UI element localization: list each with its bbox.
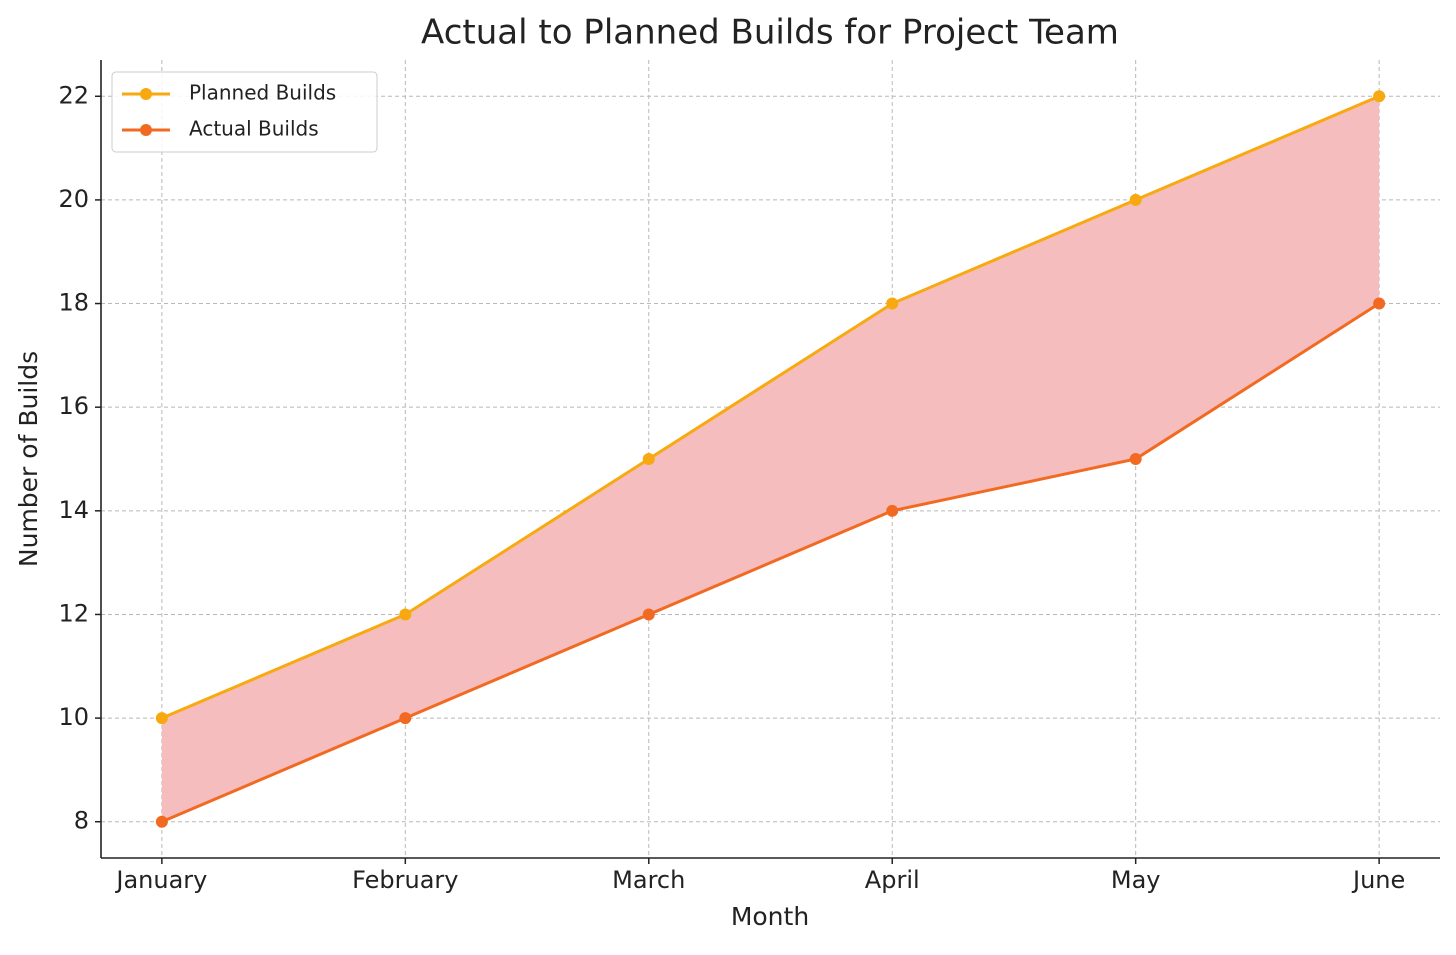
point: [155, 815, 168, 828]
series-line: [161, 302, 1380, 824]
y-tick-label: 8: [74, 807, 89, 835]
legend-marker: [140, 124, 152, 136]
legend-marker: [140, 88, 152, 100]
point: [399, 712, 412, 725]
point: [399, 608, 412, 621]
x-tick-label: May: [1111, 866, 1161, 894]
y-axis-label: Number of Builds: [14, 351, 43, 567]
legend-label: Planned Builds: [189, 81, 336, 105]
y-tick-label: 10: [58, 703, 89, 731]
point: [886, 297, 899, 310]
x-tick-label: February: [352, 866, 458, 894]
y-tick-label: 16: [58, 392, 89, 420]
fill-between-area: [161, 96, 1380, 822]
y-tick-label: 12: [58, 599, 89, 627]
point: [642, 608, 655, 621]
point: [1373, 297, 1386, 310]
point: [155, 712, 168, 725]
point: [1129, 453, 1142, 465]
y-tick-label: 20: [58, 185, 89, 213]
legend-box: [111, 71, 378, 153]
y-tick-label: 18: [58, 289, 89, 317]
x-axis-label: Month: [731, 902, 809, 931]
legend: Planned Builds Actual Builds: [111, 71, 378, 153]
x-tick-label: April: [865, 866, 920, 894]
x-tick-label: June: [1351, 866, 1405, 894]
x-tick-label: March: [612, 866, 685, 894]
y-tick-label: 14: [58, 496, 89, 524]
chart-title: Actual to Planned Builds for Project Tea…: [421, 13, 1119, 53]
point: [886, 504, 899, 517]
legend-label: Actual Builds: [189, 117, 319, 141]
point: [1373, 90, 1386, 103]
point: [1129, 193, 1142, 206]
point: [642, 453, 655, 465]
series-line: [161, 94, 1380, 720]
y-tick-label: 22: [58, 81, 89, 109]
x-tick-label: January: [114, 866, 207, 894]
